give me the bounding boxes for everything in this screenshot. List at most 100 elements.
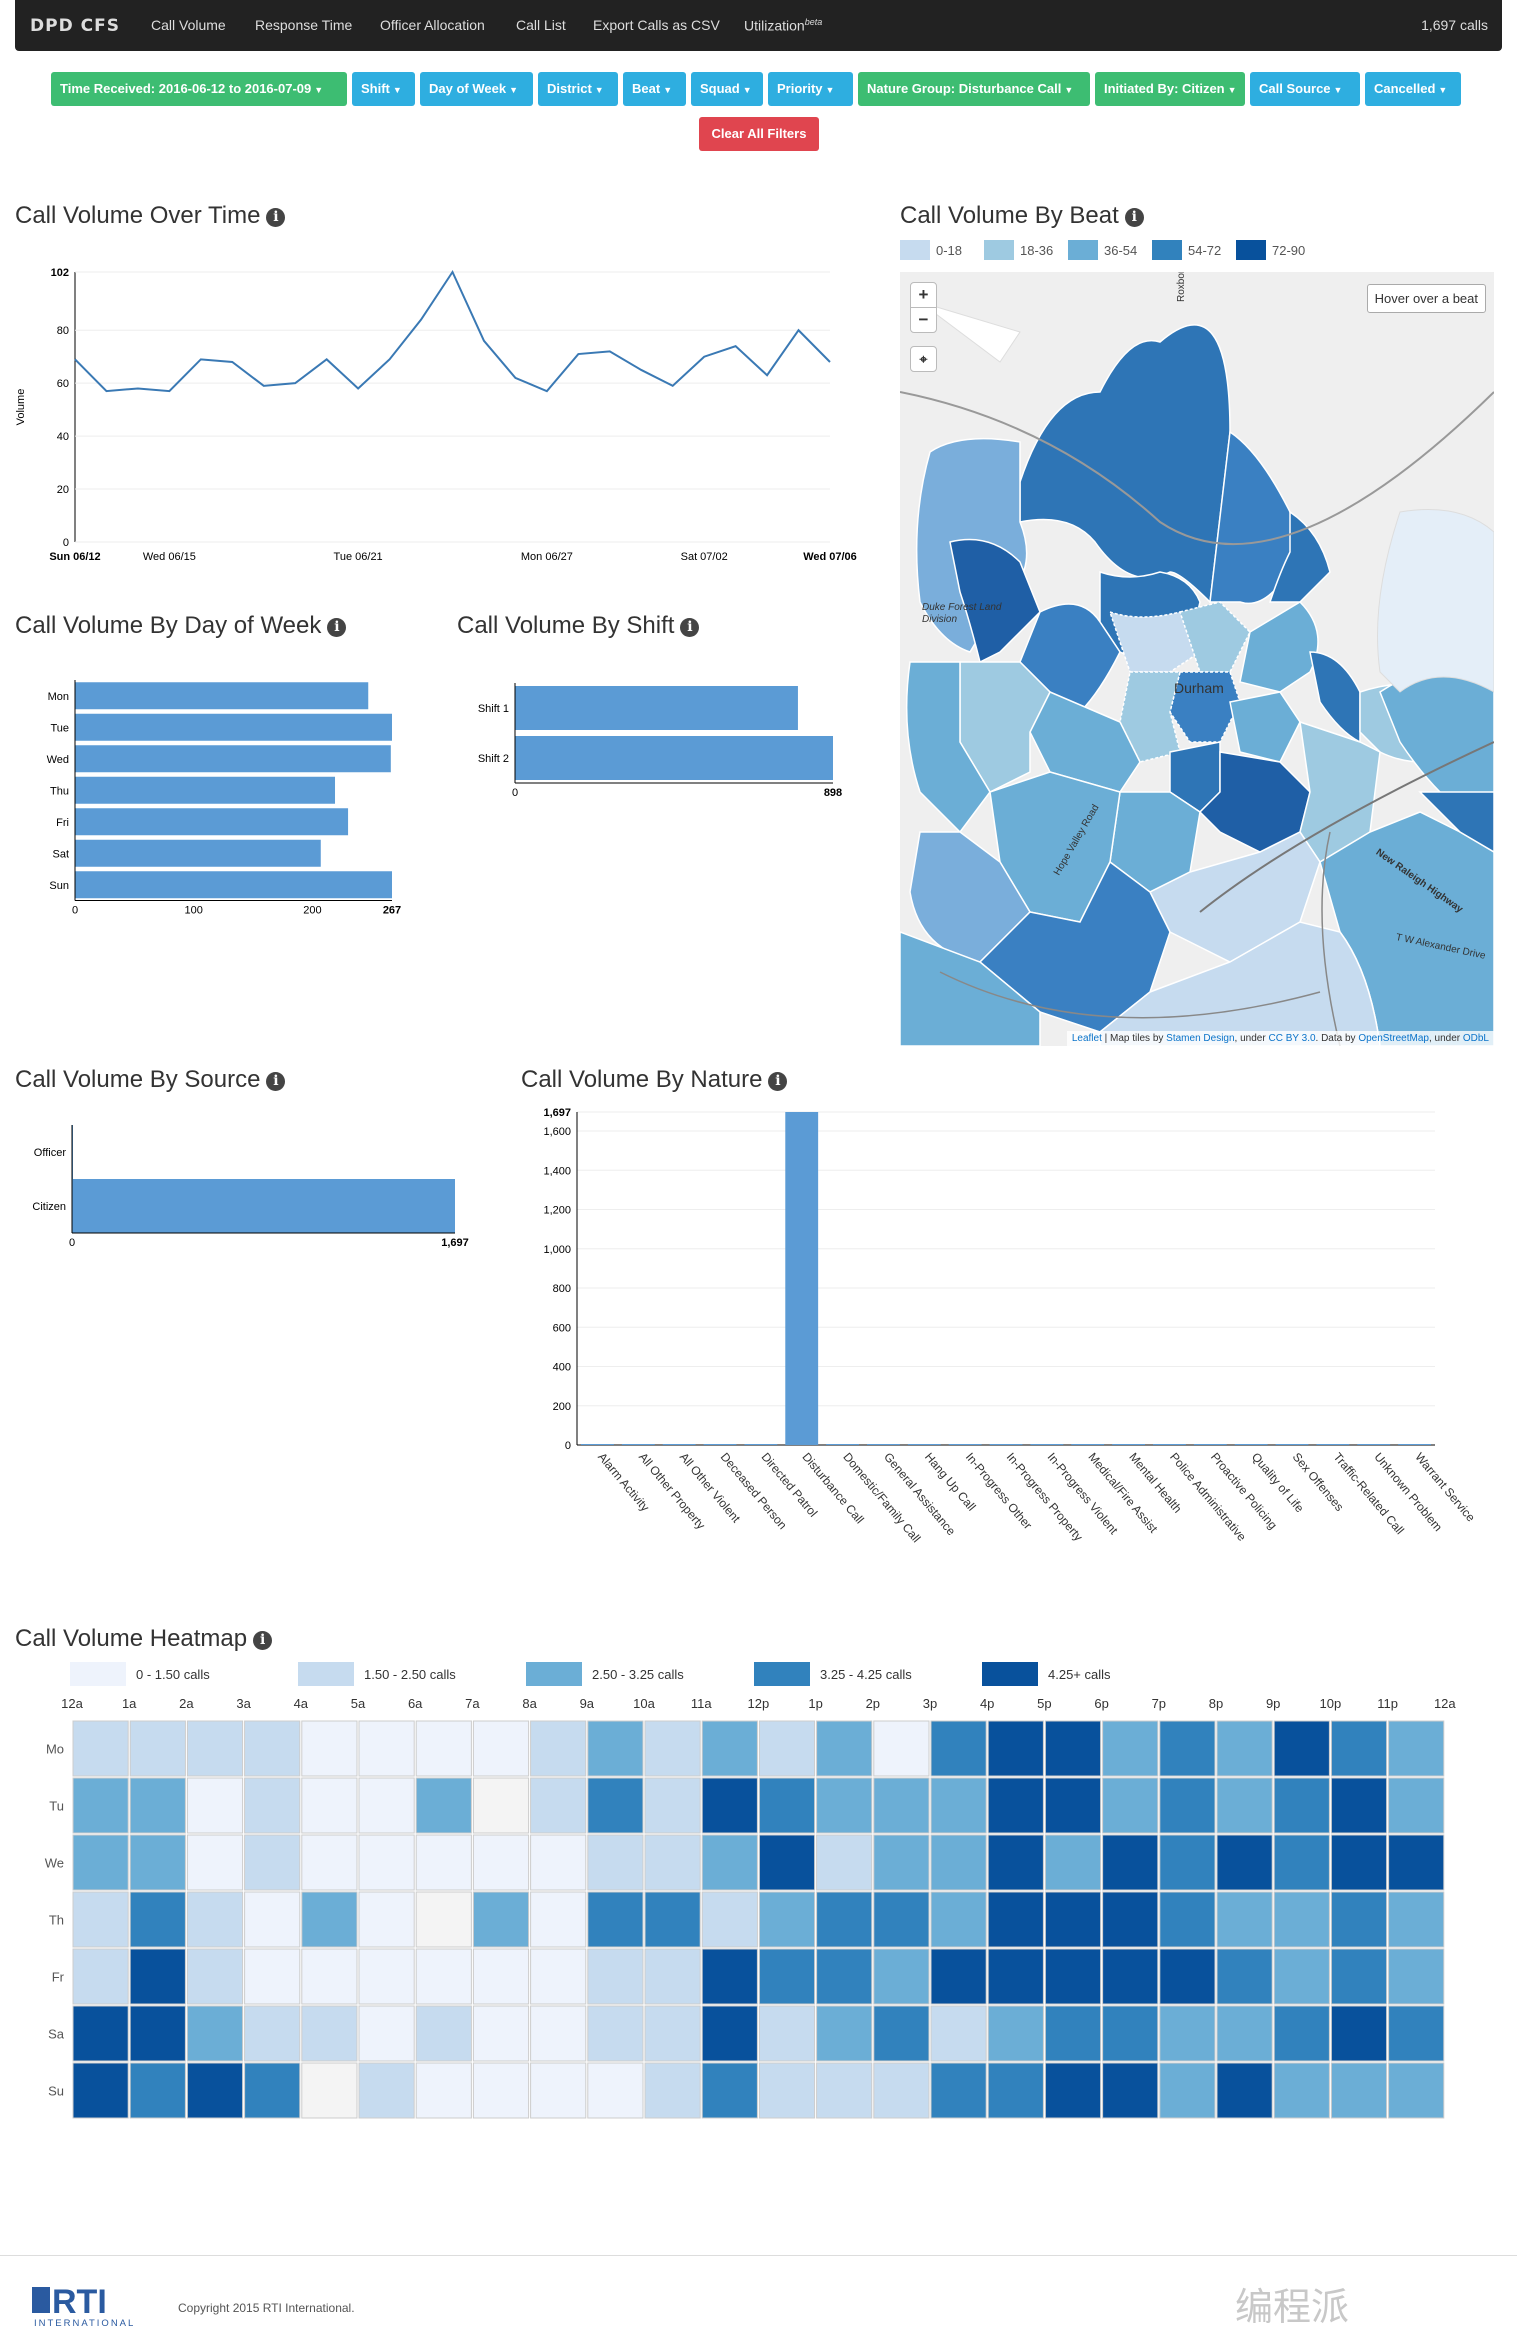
heatmap-column-label: 1a <box>122 1696 137 1711</box>
heatmap-cell <box>987 1834 1044 1891</box>
heatmap-cell <box>244 1891 301 1948</box>
info-icon[interactable]: i <box>327 618 347 637</box>
legend-label: 4.25+ calls <box>1048 1667 1111 1682</box>
heatmap-cell <box>415 1834 472 1891</box>
heatmap-row-label: Sa <box>48 2027 65 2042</box>
x-tick-label: 0 <box>69 1237 75 1249</box>
filter-district[interactable]: District ▼ <box>538 72 618 106</box>
heatmap-cell <box>1159 1948 1216 2005</box>
x-tick-label: Sat 07/02 <box>681 551 728 563</box>
x-tick-label: Mon 06/27 <box>521 551 573 563</box>
y-tick-label: 200 <box>553 1401 571 1413</box>
nav-export-csv[interactable]: Export Calls as CSV <box>593 17 720 33</box>
info-icon[interactable]: i <box>768 1072 788 1091</box>
y-tick-label: 800 <box>553 1283 571 1295</box>
bar-in-progress-property <box>989 1444 1023 1445</box>
app-brand[interactable]: DPD CFS <box>30 16 120 36</box>
attribution-text: , under <box>1234 1033 1269 1044</box>
heatmap-cell <box>244 2005 301 2062</box>
nav-call-list[interactable]: Call List <box>516 17 566 33</box>
heatmap-cell <box>1216 1777 1273 1834</box>
filter-nature-group[interactable]: Nature Group: Disturbance Call ▼ <box>858 72 1090 106</box>
bar-mon <box>75 682 369 710</box>
heatmap-cell <box>472 2005 530 2062</box>
category-label: Tue <box>50 722 69 734</box>
filter-initiated-by[interactable]: Initiated By: Citizen ▼ <box>1095 72 1245 106</box>
heatmap-cell <box>1102 1891 1159 1948</box>
nav-response-time[interactable]: Response Time <box>255 17 353 33</box>
filter-call-source[interactable]: Call Source ▼ <box>1250 72 1360 106</box>
heatmap-cell <box>701 1834 758 1891</box>
nav-officer-allocation[interactable]: Officer Allocation <box>380 17 485 33</box>
heatmap-cell <box>1159 2062 1216 2119</box>
heatmap-cell <box>1216 2062 1273 2119</box>
info-icon[interactable]: i <box>266 1072 286 1091</box>
filter-day-of-week[interactable]: Day of Week ▼ <box>420 72 533 106</box>
beat-polygon[interactable] <box>1229 691 1301 763</box>
filter-shift[interactable]: Shift ▼ <box>352 72 415 106</box>
filter-time-received[interactable]: Time Received: 2016-06-12 to 2016-07-09 ▼ <box>51 72 347 106</box>
heatmap-column-label: 5a <box>351 1696 366 1711</box>
clear-all-filters-button[interactable]: Clear All Filters <box>699 117 819 151</box>
nav-utilization[interactable]: Utilizationbeta <box>744 17 822 34</box>
beat-polygon[interactable] <box>905 661 991 834</box>
info-icon[interactable]: i <box>266 208 286 227</box>
caret-down-icon: ▼ <box>594 85 604 95</box>
heatmap-cell <box>816 2005 873 2062</box>
beat-polygon-northwest[interactable] <box>949 538 1041 664</box>
bar-mental-health <box>1112 1444 1145 1445</box>
panel-title-by-beat: Call Volume By Beat i <box>900 202 1144 230</box>
beat-polygon[interactable] <box>1108 610 1201 673</box>
info-icon[interactable]: i <box>680 618 700 637</box>
caret-down-icon: ▼ <box>314 85 324 95</box>
zoom-out-button[interactable]: − <box>910 307 937 333</box>
heatmap-cell <box>301 1720 358 1777</box>
heatmap-cell <box>530 1777 587 1834</box>
attribution-odbl-link[interactable]: ODbL <box>1462 1033 1489 1044</box>
y-tick-label: 1,697 <box>543 1107 571 1119</box>
filter-beat[interactable]: Beat ▼ <box>623 72 686 106</box>
beat-polygon[interactable] <box>1418 791 1494 853</box>
filter-priority[interactable]: Priority ▼ <box>768 72 853 106</box>
bar-sun <box>75 871 392 899</box>
locate-icon[interactable]: ⌖ <box>910 346 937 372</box>
bar-shift-2 <box>515 736 833 780</box>
bar-sex-offenses <box>1275 1444 1309 1445</box>
filter-squad[interactable]: Squad ▼ <box>691 72 763 106</box>
beat-map-polygons[interactable] <box>900 272 1494 1046</box>
nav-call-volume[interactable]: Call Volume <box>151 17 226 33</box>
bar-in-progress-other <box>948 1444 982 1445</box>
filter-time-received-label: Time Received: 2016-06-12 to 2016-07-09 <box>60 81 312 96</box>
heatmap-column-label: 11a <box>691 1696 712 1711</box>
heatmap-cell <box>873 2062 930 2119</box>
filter-priority-label: Priority <box>777 81 823 96</box>
caret-down-icon: ▼ <box>1333 85 1343 95</box>
bar-traffic-related-call <box>1316 1444 1350 1445</box>
heatmap-cell <box>72 1720 129 1777</box>
attribution-osm-link[interactable]: OpenStreetMap <box>1358 1033 1429 1044</box>
heatmap-cell <box>644 1720 701 1777</box>
attribution-ccby-link[interactable]: CC BY 3.0 <box>1268 1033 1316 1044</box>
filter-cancelled[interactable]: Cancelled ▼ <box>1365 72 1461 106</box>
heatmap-cell <box>1330 1834 1388 1891</box>
info-icon[interactable]: i <box>1124 208 1144 227</box>
beat-polygon[interactable] <box>1239 601 1319 693</box>
attribution-stamen-link[interactable]: Stamen Design <box>1166 1033 1235 1044</box>
attribution-leaflet-link[interactable]: Leaflet <box>1071 1033 1102 1044</box>
heatmap-cell <box>1044 1720 1102 1777</box>
category-label: Sun <box>49 880 69 892</box>
heatmap-cell <box>816 1777 873 1834</box>
heatmap-row-label: Mo <box>46 1742 64 1757</box>
beat-polygon[interactable] <box>900 931 1041 1046</box>
heatmap-cell <box>930 1720 987 1777</box>
beat-polygon[interactable] <box>1179 601 1251 673</box>
bar-police-administrative <box>1153 1444 1186 1445</box>
y-tick-label: 60 <box>57 378 69 390</box>
zoom-in-button[interactable]: + <box>910 282 937 308</box>
series-line-volume <box>74 269 831 393</box>
heatmap-column-label: 9p <box>1266 1696 1280 1711</box>
info-icon[interactable]: i <box>253 1631 273 1650</box>
caret-down-icon: ▼ <box>825 85 835 95</box>
beat-map[interactable]: + − ⌖ Hover over a beat Roxboro Road Duk… <box>900 272 1494 1046</box>
heatmap-cell <box>930 2005 987 2062</box>
